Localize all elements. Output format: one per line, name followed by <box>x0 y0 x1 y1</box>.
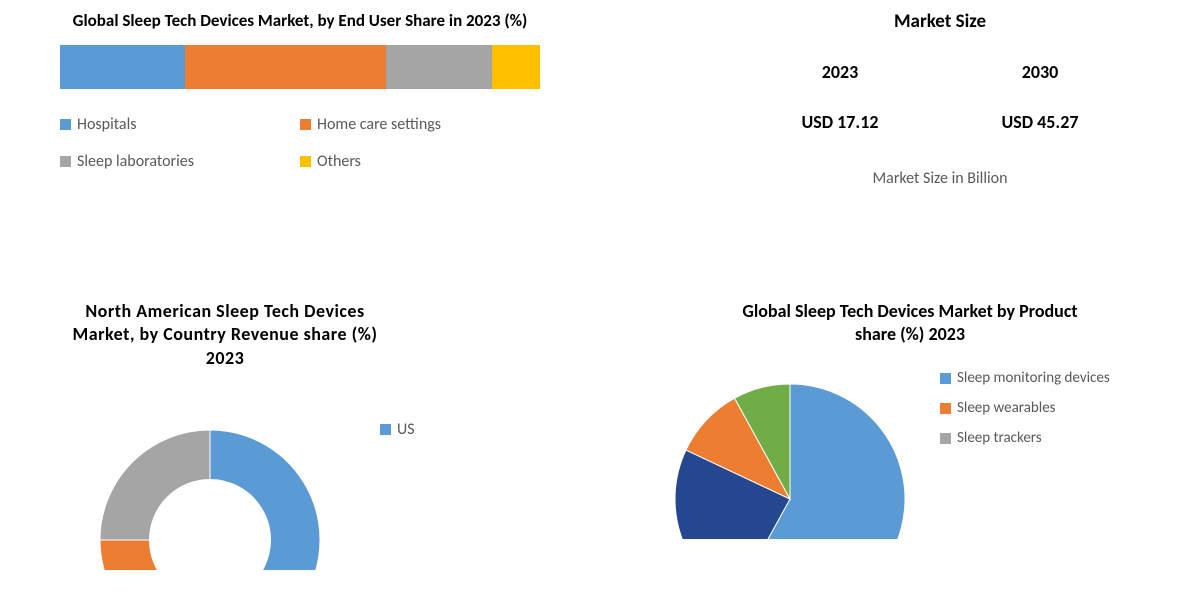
na-country-donut-chart <box>60 390 360 570</box>
product-share-title: Global Sleep Tech Devices Market by Prod… <box>720 300 1100 347</box>
legend-swatch <box>60 156 71 167</box>
legend-label: Hospitals <box>77 115 137 134</box>
market-size-title: Market Size <box>740 10 1140 33</box>
legend-swatch <box>300 119 311 130</box>
legend-item: Sleep laboratories <box>60 152 300 171</box>
legend-label: US <box>397 420 415 439</box>
legend-item: Sleep monitoring devices <box>940 369 1140 387</box>
na-country-share-body: US <box>60 390 580 570</box>
legend-label: Others <box>317 152 361 171</box>
market-size-panel: Market Size 2023 2030 USD 17.12 USD 45.2… <box>740 10 1140 188</box>
legend-item: Sleep wearables <box>940 399 1140 417</box>
legend-label: Sleep trackers <box>957 429 1042 447</box>
end-user-legend: Hospitals Home care settings Sleep laborat… <box>60 115 540 189</box>
legend-item: Sleep trackers <box>940 429 1140 447</box>
na-country-legend: US <box>380 420 415 451</box>
legend-label: Sleep monitoring devices <box>957 369 1110 387</box>
pie-slice <box>100 540 161 570</box>
end-user-share-panel: Global Sleep Tech Devices Market, by End… <box>60 10 540 189</box>
market-size-values-row: USD 17.12 USD 45.27 <box>740 111 1140 133</box>
product-pie-wrap <box>640 359 940 539</box>
product-pie-chart <box>660 359 920 539</box>
legend-swatch <box>60 119 71 130</box>
market-size-unit: Market Size in Billion <box>740 169 1140 188</box>
legend-item: US <box>380 420 415 439</box>
legend-label: Home care settings <box>317 115 441 134</box>
stacked-segment <box>386 45 492 89</box>
market-size-value-2030: USD 45.27 <box>1002 111 1079 133</box>
stacked-segment <box>492 45 540 89</box>
legend-swatch <box>940 433 951 444</box>
na-country-donut-wrap <box>60 390 360 570</box>
legend-swatch <box>940 373 951 384</box>
legend-item: Others <box>300 152 540 171</box>
product-legend: Sleep monitoring devices Sleep wearables S… <box>940 369 1140 459</box>
market-size-value-2023: USD 17.12 <box>802 111 879 133</box>
legend-item: Hospitals <box>60 115 300 134</box>
pie-slice <box>100 430 210 540</box>
stacked-segment <box>60 45 185 89</box>
na-country-share-title: North American Sleep Tech Devices Market… <box>60 300 390 370</box>
market-size-years-row: 2023 2030 <box>740 61 1140 83</box>
legend-label: Sleep laboratories <box>77 152 194 171</box>
market-size-year-2023: 2023 <box>822 61 859 83</box>
legend-item: Home care settings <box>300 115 540 134</box>
stacked-segment <box>185 45 387 89</box>
legend-swatch <box>940 403 951 414</box>
legend-swatch <box>380 424 391 435</box>
na-country-share-panel: North American Sleep Tech Devices Market… <box>60 300 580 570</box>
legend-label: Sleep wearables <box>957 399 1056 417</box>
product-share-body: Sleep monitoring devices Sleep wearables S… <box>640 359 1180 539</box>
end-user-stacked-bar <box>60 45 540 89</box>
product-share-panel: Global Sleep Tech Devices Market by Prod… <box>640 300 1180 539</box>
legend-swatch <box>300 156 311 167</box>
end-user-share-title: Global Sleep Tech Devices Market, by End… <box>60 10 540 31</box>
market-size-year-2030: 2030 <box>1022 61 1059 83</box>
